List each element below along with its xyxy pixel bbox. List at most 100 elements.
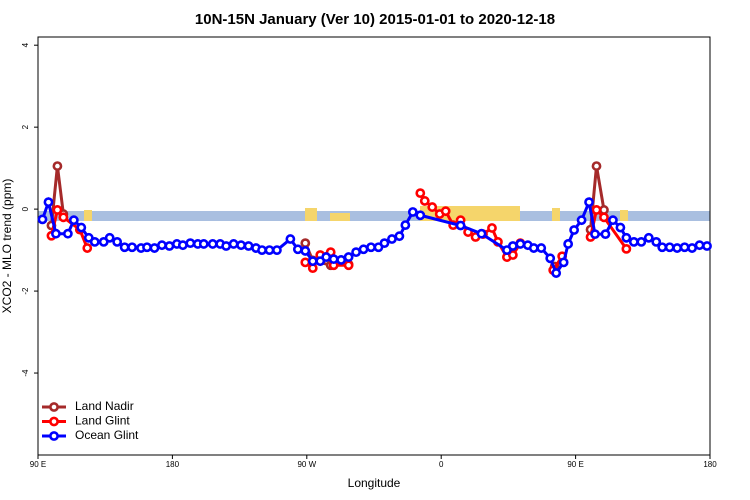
data-point	[300, 257, 311, 268]
data-point	[207, 239, 218, 249]
data-point	[343, 252, 354, 262]
data-point	[37, 214, 48, 225]
data-point	[307, 256, 318, 267]
x-tick-label: 180	[166, 460, 180, 469]
legend-label: Land Nadir	[75, 399, 134, 413]
x-tick-label: 0	[439, 460, 444, 469]
data-point	[177, 240, 188, 251]
data-point	[52, 161, 63, 171]
data-point	[272, 245, 282, 255]
data-point	[558, 257, 569, 268]
data-point	[52, 205, 63, 215]
x-axis-label: Longitude	[348, 476, 401, 490]
data-point	[366, 242, 376, 253]
data-point	[584, 197, 594, 208]
data-point	[112, 237, 123, 247]
data-point	[394, 231, 405, 242]
data-point	[664, 242, 675, 253]
data-point	[657, 242, 668, 253]
data-point	[400, 220, 411, 230]
data-point	[264, 245, 275, 255]
legend-marker	[49, 402, 59, 412]
data-point	[300, 238, 311, 249]
data-point	[672, 243, 683, 253]
data-point	[336, 255, 347, 265]
land-patch	[552, 208, 560, 221]
data-point	[576, 215, 587, 226]
data-point	[615, 222, 626, 233]
data-point	[636, 237, 647, 247]
data-point	[149, 243, 160, 253]
data-point	[221, 241, 232, 251]
x-tick-label: 90 E	[30, 460, 46, 469]
data-point	[590, 229, 600, 240]
legend-marker	[49, 416, 59, 427]
data-point	[455, 220, 466, 231]
data-point	[343, 260, 354, 271]
y-axis-label: XCO2 - MLO trend (ppm)	[0, 179, 14, 314]
data-point	[591, 205, 602, 215]
data-point	[621, 232, 632, 243]
data-point	[119, 242, 130, 253]
data-point	[702, 241, 712, 251]
data-point	[427, 202, 438, 212]
data-point	[43, 197, 54, 208]
data-point	[321, 252, 332, 262]
x-tick-label: 90 W	[297, 460, 316, 469]
data-point	[415, 188, 426, 199]
land-patch	[620, 210, 628, 221]
data-point	[257, 245, 267, 255]
data-point	[407, 207, 418, 217]
data-point	[536, 243, 547, 253]
data-point	[58, 212, 69, 223]
y-tick-label: 0	[21, 206, 30, 211]
data-point	[285, 234, 296, 244]
data-point	[300, 246, 311, 256]
data-point	[608, 215, 618, 226]
data-point	[569, 225, 580, 235]
data-point	[228, 239, 239, 249]
data-point	[440, 206, 451, 217]
data-point	[127, 242, 137, 253]
data-point	[351, 247, 361, 258]
data-point	[185, 238, 196, 249]
data-point	[651, 237, 662, 247]
data-point	[563, 239, 574, 249]
data-point	[198, 239, 209, 249]
data-point	[528, 243, 539, 253]
data-point	[243, 241, 254, 251]
data-point	[643, 232, 654, 243]
data-point	[679, 242, 690, 253]
data-point	[68, 215, 79, 226]
data-point	[62, 228, 73, 239]
data-point	[415, 210, 426, 221]
data-point	[387, 234, 397, 244]
data-point	[419, 196, 430, 206]
data-point	[507, 241, 518, 251]
data-point	[621, 243, 632, 254]
y-tick-label: -2	[21, 287, 30, 295]
y-tick-label: 2	[21, 124, 30, 129]
x-tick-label: 180	[703, 460, 717, 469]
data-point	[82, 243, 93, 253]
chart-title: 10N-15N January (Ver 10) 2015-01-01 to 2…	[195, 11, 555, 28]
land-patch	[330, 213, 350, 221]
data-point	[507, 250, 518, 260]
data-point	[591, 161, 602, 171]
data-point	[600, 229, 611, 240]
data-point	[292, 244, 303, 255]
data-point	[628, 237, 639, 247]
data-point	[328, 254, 339, 265]
legend-label: Land Glint	[75, 414, 130, 428]
land-patch	[305, 208, 317, 221]
x-tick-label: 90 E	[567, 460, 583, 469]
data-point	[164, 241, 175, 251]
data-point	[599, 212, 609, 223]
data-point	[358, 244, 369, 255]
data-point	[694, 240, 705, 251]
data-point	[51, 228, 61, 239]
legend-marker	[49, 431, 59, 441]
data-point	[379, 238, 390, 249]
y-tick-label: -4	[21, 369, 30, 377]
